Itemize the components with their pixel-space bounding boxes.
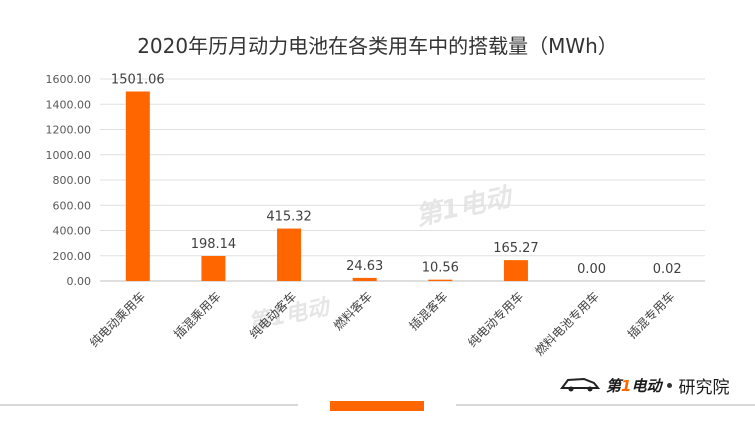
data-label: 415.32 [266,210,312,225]
x-tick-label: 纯电动乘用车 [86,289,148,351]
y-tick-label: 1200.00 [46,124,92,137]
logo-brand-text: 第1电动 [606,376,662,395]
x-tick-label: 燃料电池专用车 [532,289,602,359]
y-tick-label: 200.00 [53,250,92,263]
bar [125,91,150,281]
chart-title: 2020年历月动力电池在各类用车中的搭载量（MWh） [137,34,618,58]
data-label: 0.02 [653,262,682,277]
data-label: 198.14 [191,237,237,252]
footer-gap-right [424,396,456,412]
x-tick-label: 燃料客车 [330,289,375,334]
data-label: 1501.06 [111,72,165,87]
x-axis-labels: 纯电动乘用车 插混乘用车 纯电动客车 燃料客车 插混客车 纯电动专用车 燃料电池专用车 插混专… [86,289,677,359]
bar [428,279,453,281]
watermark-text: 第1电动 [413,182,517,232]
y-axis-ticks: 0.00 200.00 400.00 600.00 800.00 1000.00 1200.… [46,73,92,288]
bar [352,277,377,281]
bars [125,91,680,281]
bar [503,260,528,281]
y-tick-label: 0.00 [67,275,92,288]
brand-logo: 第1电动 研究院 [560,372,750,398]
logo-separator-dot [667,382,673,388]
bar [277,228,302,281]
bar [201,255,226,281]
y-tick-label: 1000.00 [46,149,92,162]
car-logo-icon [560,374,601,396]
y-tick-label: 1400.00 [46,98,92,111]
footer-gap-left [298,396,330,412]
footer-accent-bar [330,401,424,411]
y-tick-label: 800.00 [53,174,92,187]
logo-suffix-text: 研究院 [678,377,730,398]
data-label: 24.63 [346,259,383,274]
data-label: 165.27 [493,241,539,256]
y-tick-label: 600.00 [53,199,92,212]
data-label: 0.00 [577,262,606,277]
data-labels: 1501.06 198.14 415.32 24.63 10.56 165.27 0.00 0… [111,72,682,277]
x-tick-label: 插混乘用车 [171,289,224,342]
data-label: 10.56 [422,261,459,276]
x-tick-label: 纯电动专用车 [465,289,527,351]
x-tick-label: 插混客车 [406,289,451,334]
y-tick-label: 1600.00 [46,73,92,86]
gridlines [100,78,705,282]
x-tick-label: 插混专用车 [624,289,677,342]
y-tick-label: 400.00 [53,225,92,238]
